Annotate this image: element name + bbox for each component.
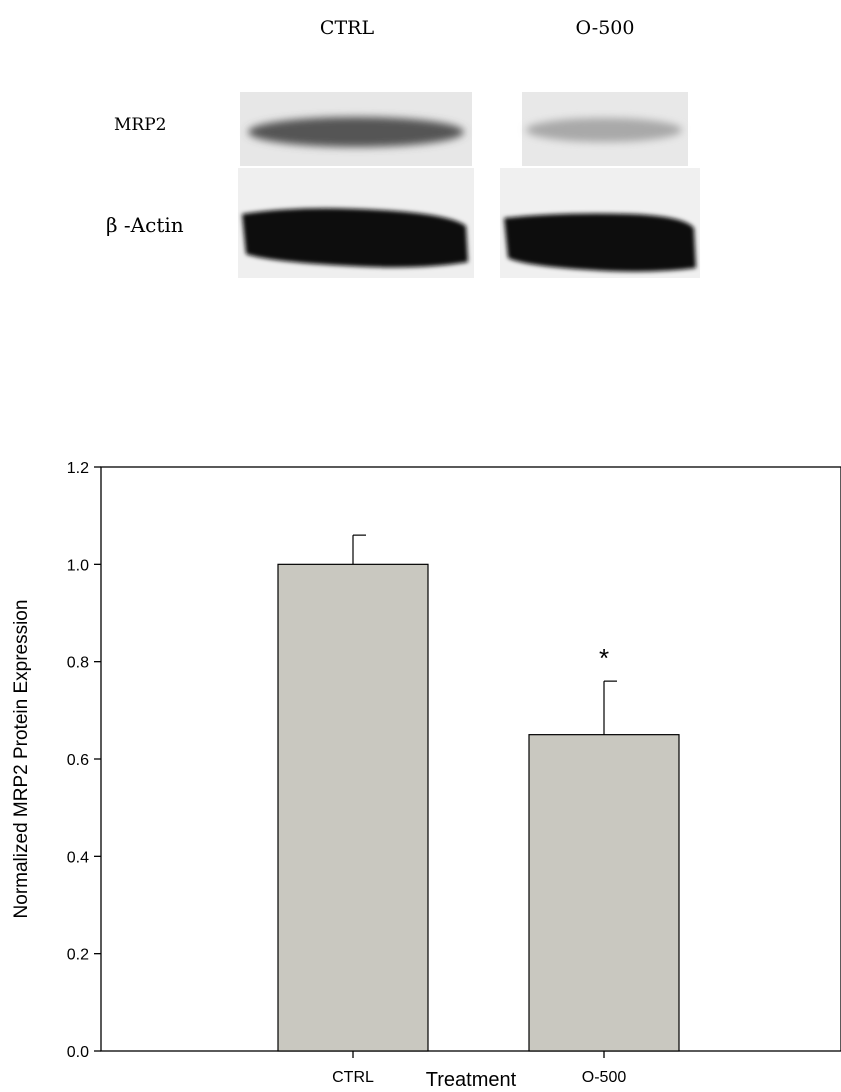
bar	[528, 734, 680, 1052]
blot-row-label-actin: β -Actin	[106, 213, 184, 237]
western-blot: CTRL O-500 MRP2 β -Actin	[106, 17, 700, 278]
y-axis-label: Normalized MRP2 Protein Expression	[11, 600, 32, 919]
bar	[277, 563, 429, 1052]
bars: *	[277, 534, 680, 1052]
y-tick-label: 0.4	[67, 849, 89, 866]
y-tick-label: 0.0	[67, 1044, 89, 1061]
x-tick-label: CTRL	[332, 1069, 374, 1086]
blot-band-mrp2-o500	[526, 118, 682, 142]
blot-band-actin-ctrl	[242, 208, 468, 268]
y-tick-label: 0.2	[67, 947, 89, 964]
plot-area-frame	[100, 466, 841, 1052]
significance-marker: *	[599, 643, 609, 673]
x-tick-label: O-500	[582, 1069, 627, 1086]
blot-row-label-mrp2: MRP2	[114, 115, 166, 135]
y-tick-label: 0.8	[67, 655, 89, 672]
y-tick-label: 1.0	[67, 557, 89, 574]
y-tick-label: 1.2	[67, 460, 89, 477]
x-axis-label: Treatment	[426, 1069, 517, 1091]
y-axis: 0.0 0.2 0.4 0.6 0.8 1.0 1.2	[67, 460, 101, 1061]
blot-band-actin-o500	[504, 213, 696, 272]
y-tick-label: 0.6	[67, 752, 89, 769]
bar-chart: 0.0 0.2 0.4 0.6 0.8 1.0 1.2 * CTRL O-500 Normal…	[11, 460, 841, 1091]
x-axis: CTRL O-500	[332, 1051, 626, 1086]
blot-band-mrp2-ctrl	[248, 117, 464, 147]
blot-lane-label-ctrl: CTRL	[320, 17, 375, 39]
blot-lane-label-o500: O-500	[576, 17, 635, 39]
